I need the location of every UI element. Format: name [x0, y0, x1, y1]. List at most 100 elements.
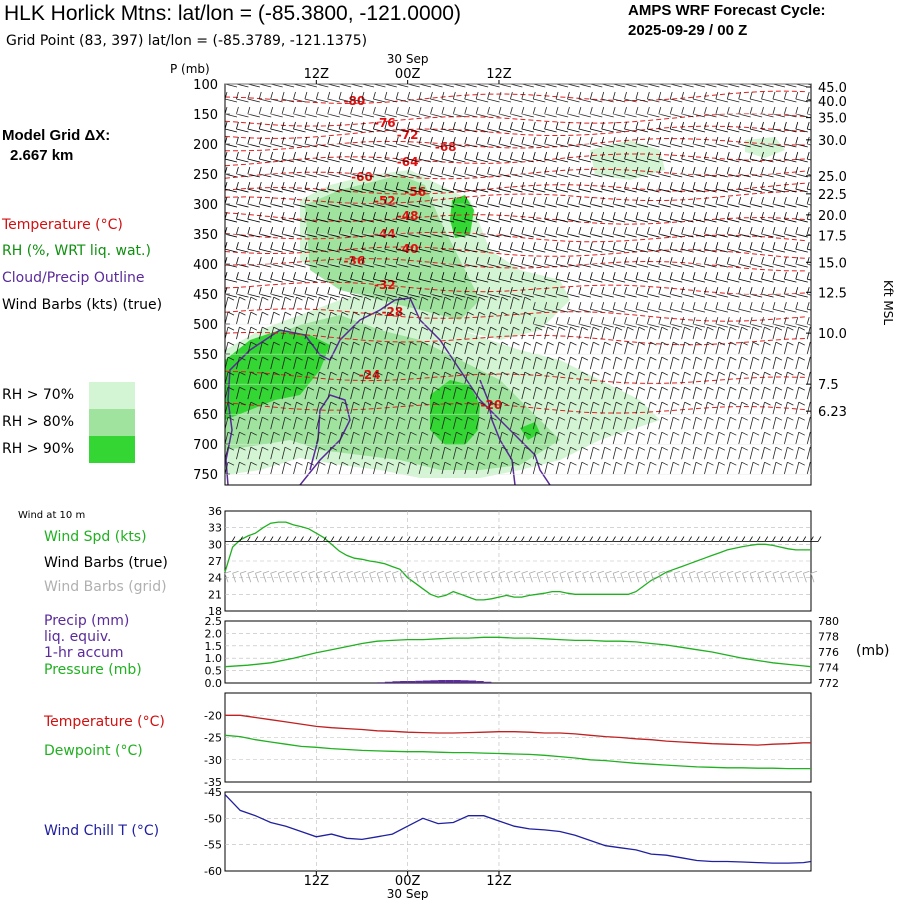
- wind-barb: [373, 432, 377, 445]
- sfc-wind-barb-true-flag: [817, 536, 822, 542]
- wind-barb-flag: [570, 446, 577, 451]
- wind-barb-flag: [350, 136, 353, 145]
- wind-barb-flag: [475, 241, 479, 250]
- sfc-wind-barb-true-flag: [513, 536, 517, 542]
- wind-barb-flag: [281, 121, 285, 130]
- wind-barb-flag: [693, 84, 694, 85]
- wind-barb-flag: [421, 401, 429, 406]
- wind-barb: [441, 312, 446, 325]
- wind-barb-flag: [624, 317, 627, 325]
- wind-barb-flag: [806, 211, 810, 220]
- wind-barb-flag: [293, 271, 296, 280]
- wind-barb-flag: [464, 271, 468, 280]
- wind-barb-flag: [646, 211, 650, 220]
- wind-barb: [772, 278, 786, 283]
- wind-barb: [681, 372, 686, 385]
- pressure-tick-label: 250: [193, 168, 218, 183]
- wind-barb-flag: [521, 271, 525, 280]
- wind-barb-flag: [475, 256, 479, 265]
- panel-tick-label: -30: [204, 754, 222, 767]
- wind-barb: [373, 128, 386, 133]
- wind-barb: [761, 372, 765, 385]
- wind-barb-flag: [589, 181, 593, 190]
- wind-barb: [281, 357, 286, 370]
- wind-barb-flag: [364, 431, 372, 436]
- wind-barb: [738, 323, 751, 328]
- wind-barb: [544, 218, 557, 223]
- wind-barb: [498, 432, 503, 445]
- wind-barb-flag: [578, 121, 582, 130]
- wind-barb-flag: [761, 181, 764, 190]
- wind-barb: [647, 188, 660, 193]
- wind-barb-flag: [581, 386, 589, 391]
- wind-barb-flag: [601, 302, 605, 310]
- wind-barb-flag: [704, 196, 707, 205]
- wind-barb: [270, 248, 283, 253]
- wind-barb-flag: [327, 241, 331, 250]
- axes: P (mb)1001502002503003504004505005506006…: [170, 52, 895, 900]
- wind-barb: [807, 293, 811, 296]
- wind-barb-flag: [418, 91, 422, 100]
- wind-barb-flag: [376, 446, 383, 451]
- wind-barb: [487, 143, 500, 148]
- wind-barb-flag: [681, 211, 685, 220]
- wind-barb: [578, 462, 583, 475]
- wind-barb-flag: [681, 317, 685, 325]
- wind-barb: [453, 203, 466, 208]
- wind-barb: [304, 402, 309, 415]
- wind-barb-flag: [319, 461, 326, 466]
- wind-barb-flag: [296, 431, 303, 436]
- wind-barb-flag: [304, 151, 308, 160]
- wind-barb-flag: [555, 256, 559, 265]
- height-tick-label: 6.23: [818, 405, 847, 420]
- wind-barb-flag: [452, 181, 456, 190]
- wind-barb-flag: [635, 84, 637, 85]
- wind-barb: [555, 293, 569, 298]
- wind-barb-flag: [558, 401, 566, 406]
- sfc-wind-barb-grid: [597, 573, 602, 583]
- sfc-wind-barb-grid: [711, 573, 716, 583]
- wind-barb-flag: [467, 296, 474, 301]
- wind-barb: [783, 462, 788, 475]
- wind-barb-flag: [795, 84, 797, 85]
- wind-barb: [396, 98, 409, 103]
- sfc-wind-barb-grid: [772, 573, 777, 583]
- wind-barb: [327, 98, 340, 103]
- wind-barb: [384, 372, 389, 385]
- wind-barb-flag: [296, 311, 303, 316]
- wind-barb-flag: [726, 302, 730, 310]
- wind-barb: [612, 327, 617, 340]
- wind-barb-flag: [490, 401, 497, 406]
- wind-barb-flag: [795, 151, 799, 160]
- wind-barb-flag: [673, 446, 680, 451]
- wind-barb: [350, 387, 354, 400]
- wind-barb-flag: [444, 431, 452, 436]
- wind-barb: [270, 417, 275, 430]
- wind-barb-flag: [726, 226, 730, 235]
- wind-barb-flag: [319, 341, 326, 346]
- sfc-wind-barb-grid-flag: [795, 570, 802, 574]
- temperature-contour: [225, 153, 806, 167]
- sfc-wind-barb-true-flag: [284, 536, 289, 542]
- wind-barb: [418, 203, 432, 208]
- sfc-wind-barb-grid-flag: [498, 570, 506, 574]
- sfc-wind-barb-true-flag: [482, 536, 487, 542]
- wind-barb-flag: [544, 181, 548, 190]
- wind-barb: [670, 218, 683, 223]
- wind-barb-flag: [612, 136, 616, 145]
- wind-barb-flag: [615, 386, 623, 391]
- wind-barb: [670, 203, 683, 208]
- wind-barb-flag: [501, 416, 509, 421]
- wind-barb-flag: [444, 446, 452, 451]
- wind-barb-flag: [601, 286, 605, 295]
- sfc-wind-barb-grid-flag: [384, 570, 391, 574]
- wind-barb-flag: [475, 196, 479, 205]
- wind-barb: [373, 327, 377, 340]
- wind-barb: [396, 128, 409, 133]
- wind-barb: [476, 173, 489, 178]
- rh-legend-70-swatch: [89, 382, 135, 409]
- wind-barb: [247, 402, 252, 415]
- wind-barb: [418, 173, 432, 178]
- wind-barb-flag: [284, 461, 292, 466]
- rh-region: [305, 175, 480, 320]
